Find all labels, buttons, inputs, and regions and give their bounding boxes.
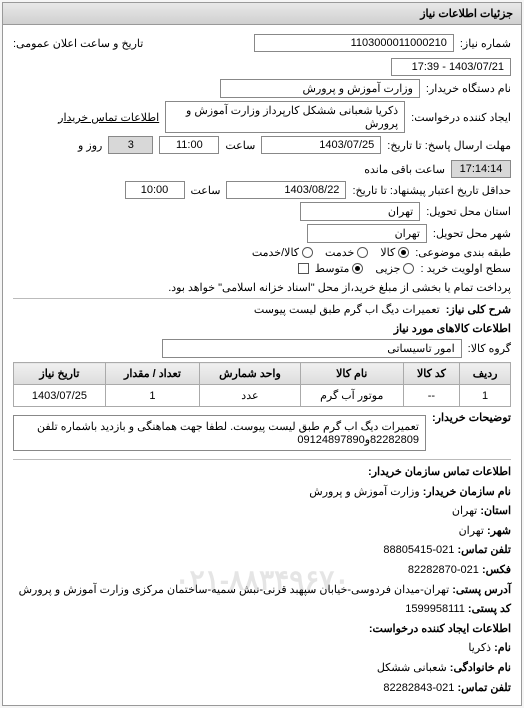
- days-label: روز و: [78, 139, 102, 152]
- contact-title: اطلاعات تماس سازمان خریدار:: [13, 464, 511, 482]
- c-phone-label: تلفن تماس:: [457, 544, 511, 556]
- c-name-label: نام:: [494, 642, 511, 654]
- city-label: شهر محل تحویل:: [433, 227, 511, 240]
- category-radios: کالا خدمت کالا/خدمت: [252, 246, 409, 259]
- city-field: تهران: [307, 224, 427, 243]
- c-lastname-value: شعبانی ششکل: [377, 662, 447, 674]
- table-cell: 1403/07/25: [14, 385, 106, 407]
- c-address-value: تهران-میدان فردوسی-خیابان سپهبد قرنی-نبش…: [19, 584, 450, 596]
- time-label-1: ساعت: [225, 139, 255, 152]
- c-lastname-label: نام خانوادگی:: [450, 662, 511, 674]
- radio-both[interactable]: [302, 247, 313, 258]
- details-panel: جزئیات اطلاعات نیاز شماره نیاز: 11030000…: [2, 2, 522, 706]
- c-name-value: ذکریا: [468, 642, 491, 654]
- c-province-label: استان:: [480, 505, 511, 517]
- deadline-date: 1403/07/25: [261, 136, 381, 154]
- radio-medium-label: متوسط: [315, 262, 350, 275]
- province-field: تهران: [300, 202, 420, 221]
- req-title-text: تعمیرات دیگ اب گرم طبق لیست پیوست: [254, 303, 440, 316]
- priority-radios: جزیی متوسط: [315, 262, 415, 275]
- c-fax-label: فکس:: [482, 564, 511, 576]
- c-creator-phone-value: 021-82282843: [383, 682, 454, 694]
- table-row: 1--موتور آب گرمعدد11403/07/25: [14, 385, 511, 407]
- radio-goods-label: کالا: [380, 246, 395, 259]
- radio-partial-label: جزیی: [375, 262, 400, 275]
- radio-partial[interactable]: [403, 263, 414, 274]
- radio-both-label: کالا/خدمت: [252, 246, 299, 259]
- desc-label: توضیحات خریدار:: [432, 411, 511, 424]
- group-label: گروه کالا:: [468, 342, 511, 355]
- c-province-value: تهران: [452, 505, 477, 517]
- c-phone-value: 021-88805415: [383, 544, 454, 556]
- table-header: واحد شمارش: [200, 363, 301, 385]
- table-cell: عدد: [200, 385, 301, 407]
- announce-field: 1403/07/21 - 17:39: [391, 58, 511, 76]
- category-label: طبقه بندی موضوعی:: [415, 246, 511, 259]
- time-label-2: ساعت: [191, 184, 221, 197]
- buyer-org-label: نام دستگاه خریدار:: [426, 82, 511, 95]
- c-postal-value: 1599958111: [405, 603, 465, 615]
- valid-date: 1403/08/22: [226, 181, 346, 199]
- table-cell: موتور آب گرم: [300, 385, 403, 407]
- creator-field: ذکریا شعبانی ششکل کارپرداز وزارت آموزش و…: [165, 101, 405, 133]
- deadline-time: 11:00: [159, 136, 219, 154]
- c-fax-value: 021-82282870: [408, 564, 479, 576]
- goods-table: ردیفکد کالانام کالاواحد شمارشتعداد / مقد…: [13, 362, 511, 407]
- table-header: تاریخ نیاز: [14, 363, 106, 385]
- table-cell: 1: [460, 385, 511, 407]
- remaining-suffix: ساعت باقی مانده: [364, 163, 445, 176]
- creator-section-title: اطلاعات ایجاد کننده درخواست:: [13, 621, 511, 639]
- panel-title: جزئیات اطلاعات نیاز: [3, 3, 521, 25]
- settlement-check[interactable]: [298, 263, 309, 274]
- c-postal-label: کد پستی:: [468, 603, 511, 615]
- panel-body: شماره نیاز: 1103000011000210 تاریخ و ساع…: [3, 25, 521, 705]
- req-title-label: شرح کلی نیاز:: [446, 303, 511, 316]
- goods-section-title: اطلاعات کالاهای مورد نیاز: [13, 322, 511, 335]
- table-cell: --: [403, 385, 460, 407]
- radio-goods[interactable]: [398, 247, 409, 258]
- c-org-label: نام سازمان خریدار:: [423, 486, 511, 498]
- contact-link[interactable]: اطلاعات تماس خریدار: [58, 111, 159, 124]
- announce-label: تاریخ و ساعت اعلان عمومی:: [13, 37, 143, 50]
- deadline-label: مهلت ارسال پاسخ: تا تاریخ:: [387, 139, 511, 152]
- table-header: کد کالا: [403, 363, 460, 385]
- contact-section: ۰۲۱-۸۸۳۴۹۶۷۰ اطلاعات تماس سازمان خریدار:…: [13, 464, 511, 697]
- c-city-value: تهران: [459, 525, 484, 537]
- remaining-time: 17:14:14: [451, 160, 511, 178]
- radio-service-label: خدمت: [325, 246, 354, 259]
- c-org-value: وزارت آموزش و پرورش: [309, 486, 419, 498]
- remaining-days: 3: [108, 136, 153, 154]
- c-city-label: شهر:: [487, 525, 511, 537]
- c-creator-phone-label: تلفن تماس:: [457, 682, 511, 694]
- table-cell: 1: [105, 385, 199, 407]
- desc-text: تعمیرات دیگ اب گرم طبق لیست پیوست. لطفا …: [13, 415, 426, 451]
- buyer-org-field: وزارت آموزش و پرورش: [220, 79, 420, 98]
- group-field: امور تاسیساتی: [162, 339, 462, 358]
- priority-label: سطح اولویت خرید :: [420, 262, 511, 275]
- radio-medium[interactable]: [352, 263, 363, 274]
- c-address-label: آدرس پستی:: [452, 584, 511, 596]
- table-header: نام کالا: [300, 363, 403, 385]
- req-number-label: شماره نیاز:: [460, 37, 511, 50]
- valid-time: 10:00: [125, 181, 185, 199]
- province-label: استان محل تحویل:: [426, 205, 511, 218]
- creator-label: ایجاد کننده درخواست:: [411, 111, 511, 124]
- table-header: تعداد / مقدار: [105, 363, 199, 385]
- table-header: ردیف: [460, 363, 511, 385]
- radio-service[interactable]: [357, 247, 368, 258]
- valid-label: حداقل تاریخ اعتبار پیشنهاد: تا تاریخ:: [352, 184, 511, 197]
- settlement-text: پرداخت تمام یا بخشی از مبلغ خرید،از محل …: [168, 281, 511, 294]
- req-number-field: 1103000011000210: [254, 34, 454, 52]
